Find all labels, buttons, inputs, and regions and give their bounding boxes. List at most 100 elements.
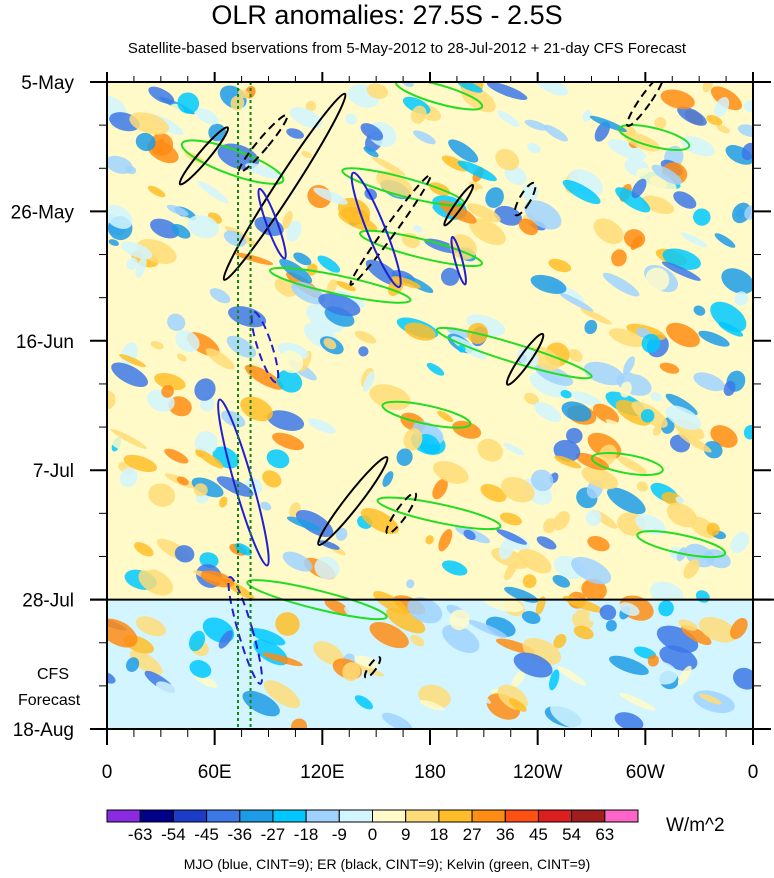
colorbar-swatch [139, 809, 174, 823]
anomaly-patch [640, 409, 655, 423]
anomaly-patch [337, 371, 355, 390]
anomaly-patch [556, 600, 577, 614]
anomaly-patch [535, 596, 546, 615]
anomaly-patch [335, 527, 348, 541]
anomaly-patch [263, 680, 301, 709]
anomaly-patch [457, 82, 483, 93]
anomaly-patch [665, 405, 702, 431]
anomaly-patch [266, 449, 290, 469]
anomaly-patch [413, 130, 436, 145]
anomaly-patch [518, 548, 552, 574]
anomaly-patch [647, 654, 660, 667]
anomaly-patch [630, 235, 643, 250]
kelvin-contour [269, 266, 412, 304]
anomaly-patch [533, 401, 562, 423]
anomaly-patch [743, 424, 753, 440]
colorbar-label: -9 [332, 825, 347, 844]
colorbar-swatch [405, 809, 440, 823]
anomaly-patch [548, 258, 572, 273]
anomaly-patch [675, 496, 685, 504]
anomaly-patch [326, 279, 338, 294]
anomaly-patch [449, 609, 470, 631]
anomaly-patch [358, 346, 369, 357]
anomaly-patch [693, 208, 711, 226]
anomaly-patch [240, 396, 273, 422]
anomaly-patch [107, 204, 133, 230]
anomaly-patch [666, 322, 700, 348]
anomaly-patch [110, 428, 148, 449]
anomaly-patch [244, 364, 284, 390]
anomaly-patch [553, 633, 567, 649]
anomaly-patch [496, 529, 528, 545]
anomaly-patch [345, 113, 358, 125]
x-tick-label: 0 [102, 762, 113, 783]
anomaly-patch [386, 607, 426, 634]
anomaly-patch [129, 649, 163, 676]
anomaly-patch [323, 338, 337, 350]
colorbar-swatch [172, 809, 208, 823]
er-contour [443, 183, 475, 227]
anomaly-patch [592, 403, 620, 425]
anomaly-patch [714, 97, 730, 117]
anomaly-patch [553, 511, 570, 531]
anomaly-patch [557, 666, 587, 686]
anomaly-patch [219, 496, 228, 508]
colorbar-label: 18 [429, 825, 448, 844]
anomaly-patch [618, 602, 640, 616]
y-tick-label: 16-Jun [16, 332, 74, 353]
anomaly-patch [260, 501, 272, 511]
anomaly-patch [164, 448, 189, 464]
colorbar-swatch [305, 809, 340, 823]
anomaly-patch [342, 662, 361, 682]
anomaly-patch [636, 481, 649, 492]
mjo-contour [217, 398, 270, 567]
anomaly-patch [193, 483, 208, 497]
anomaly-patch [135, 616, 166, 637]
anomaly-patch [617, 575, 627, 584]
anomaly-patch [636, 168, 677, 194]
anomaly-patch [425, 535, 434, 545]
anomaly-patch [426, 362, 445, 376]
kelvin-contour [359, 229, 483, 268]
anomaly-patch [440, 267, 460, 286]
anomaly-patch [272, 432, 305, 451]
anomaly-patch [605, 419, 641, 441]
anomaly-patch [678, 619, 698, 631]
anomaly-patch [410, 105, 427, 124]
anomaly-patch [381, 712, 413, 729]
anomaly-patch [148, 86, 175, 104]
anomaly-patch [500, 512, 522, 526]
anomaly-patch [716, 124, 730, 134]
contour-legend-footnote: MJO (blue, CINT=9); ER (black, CINT=9); … [183, 856, 591, 872]
anomaly-patch [650, 392, 663, 402]
anomaly-patch [703, 440, 723, 459]
anomaly-patch [616, 455, 647, 475]
anomaly-patch [602, 272, 640, 297]
anomaly-patch [480, 484, 507, 502]
er-contour [385, 491, 418, 535]
anomaly-patch [452, 420, 482, 439]
anomaly-patch [572, 609, 594, 630]
anomaly-patch [570, 391, 602, 406]
x-tick-label: 0 [748, 762, 759, 783]
anomaly-patch [279, 350, 304, 374]
wave-contours [178, 82, 727, 685]
anomaly-patch [317, 255, 341, 273]
anomaly-patch [485, 187, 504, 208]
anomaly-patch [197, 180, 229, 204]
anomaly-patch [511, 618, 528, 640]
anomaly-patch [267, 410, 305, 431]
anomaly-field [107, 82, 753, 729]
anomaly-patch [497, 110, 520, 128]
anomaly-patch [658, 600, 674, 617]
anomaly-patch [503, 442, 525, 456]
anomaly-patch [135, 132, 156, 152]
anomaly-patch [191, 477, 224, 498]
colorbar-label: -45 [194, 825, 219, 844]
anomaly-patch [218, 630, 233, 649]
colorbar-swatch [504, 809, 539, 823]
forecast-label-line2: Forecast [18, 692, 81, 709]
anomaly-patch [472, 258, 510, 288]
chart-subtitle: Satellite-based bservations from 5-May-2… [127, 40, 687, 57]
kelvin-contour [435, 326, 593, 380]
